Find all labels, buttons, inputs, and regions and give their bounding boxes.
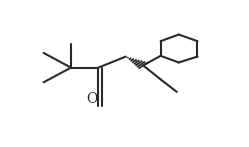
Text: O: O [86,92,98,106]
